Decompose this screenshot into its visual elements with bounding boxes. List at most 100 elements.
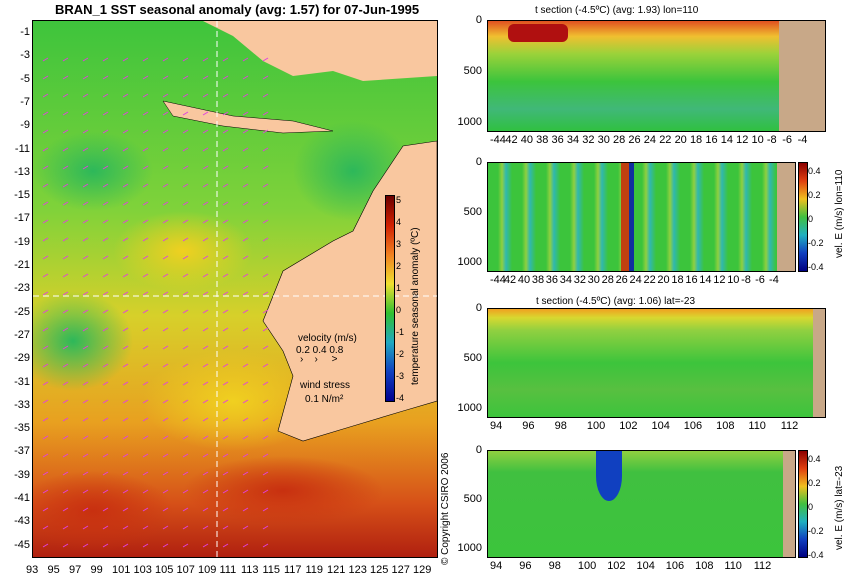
section-x-tick-label: 30: [597, 134, 610, 146]
depth-tick-label: 0: [475, 14, 482, 26]
section-x-tick-label: 112: [780, 420, 799, 432]
lat-tick-label: -45: [14, 538, 30, 551]
vel-colorbar-2: [798, 450, 808, 558]
lon-tick-label: 121: [327, 564, 346, 576]
depth-tick-label: 1000: [457, 542, 482, 554]
section-x-tick-label: 20: [657, 274, 670, 286]
section-x-tick-label: 100: [577, 560, 597, 572]
depth-tick-label: 0: [475, 444, 482, 456]
section-x-tick-label: 38: [531, 274, 545, 286]
section-x-tick-label: -4: [769, 274, 779, 286]
lon-tick-label: 111: [219, 564, 237, 576]
lat-tick-label: -33: [14, 398, 30, 411]
lon-tick-label: 115: [262, 564, 281, 576]
section-x-tick-label: 12: [713, 274, 726, 286]
land-indonesia: [93, 21, 437, 81]
sst-colorbar-tick: 4: [396, 217, 402, 227]
section-x-tick-label: 102: [619, 420, 638, 432]
section-x-tick-label: 14: [699, 274, 712, 286]
section-x-tick-label: 34: [559, 274, 572, 286]
sst-colorbar-tick: -1: [396, 327, 405, 337]
lat-tick-label: -21: [14, 259, 30, 271]
wind-legend-value: 0.1 N/m²: [305, 394, 344, 405]
lon-tick-label: 101: [112, 564, 131, 576]
section-x-tick-label: 112: [753, 560, 772, 572]
section-x-tick-label: 34: [566, 134, 580, 146]
section-x-tick-label: 18: [671, 274, 684, 286]
lat-tick-label: -43: [14, 515, 30, 528]
lat-tick-label: -37: [14, 445, 30, 458]
sst-colorbar-tick: 1: [396, 283, 402, 293]
section-x-tick-label: 10: [727, 274, 740, 286]
sst-anomaly-map: [32, 20, 438, 558]
section-x-tick-label: 16: [705, 134, 718, 146]
lat-tick-label: -3: [20, 49, 30, 62]
section-x-tick-label: 42: [505, 134, 518, 146]
lon-tick-label: 123: [348, 564, 367, 576]
lat-tick-label: -9: [20, 119, 30, 132]
lat-tick-label: -17: [14, 212, 30, 225]
vel-colorbar-1-label: vel. E (m/s) lon=110: [834, 169, 845, 258]
lat-tick-label: -27: [14, 328, 30, 341]
sst-colorbar-tick: -4: [396, 393, 405, 403]
vel-section-lat23: [487, 450, 796, 558]
section-x-tick-label: 24: [629, 274, 642, 286]
section-x-tick-label: 106: [683, 420, 703, 432]
map-graphic: [33, 21, 437, 557]
section-x-tick-label: 110: [748, 420, 766, 432]
section-x-tick-label: 40: [517, 274, 531, 286]
section-x-tick-label: 10: [751, 134, 764, 146]
sst-colorbar-tick: 3: [396, 239, 402, 249]
section-x-tick-label: 28: [601, 274, 614, 286]
land-java: [162, 100, 334, 134]
sst-colorbar-tick: 2: [396, 261, 402, 271]
lat-tick-label: -1: [20, 26, 30, 38]
lon-tick-label: 119: [305, 564, 324, 576]
lon-tick-label: 113: [241, 564, 259, 576]
lat-tick-label: -19: [14, 235, 30, 248]
vel-colorbar-tick: 0.2: [808, 478, 821, 488]
section-x-tick-label: 36: [551, 134, 564, 146]
section-x-tick-label: 36: [545, 274, 559, 286]
section-x-tick-label: 42: [503, 274, 517, 286]
lat-tick-label: -31: [14, 375, 30, 388]
depth-tick-label: 500: [463, 65, 482, 77]
depth-tick-label: 0: [475, 156, 482, 168]
lat-tick-label: -39: [14, 468, 30, 481]
lon-tick-label: 93: [26, 564, 39, 576]
lon-tick-label: 103: [133, 564, 152, 576]
section-x-tick-label: 32: [582, 134, 595, 146]
lon-tick-label: 129: [413, 564, 432, 576]
section-x-tick-label: 18: [689, 134, 703, 146]
depth-tick-label: 500: [463, 206, 482, 218]
section-x-tick-label: 28: [613, 134, 626, 146]
vel-colorbar-tick: 0: [808, 214, 814, 224]
sst-colorbar-tick: -3: [396, 371, 405, 381]
lon-tick-label: 99: [90, 564, 103, 576]
lon-tick-label: 117: [284, 564, 302, 576]
section-x-tick-label: 102: [607, 560, 626, 572]
section-x-tick-label: 94: [490, 420, 503, 432]
lat-tick-label: -13: [14, 165, 30, 178]
lon-tick-label: 127: [391, 564, 410, 576]
section-x-tick-label: 16: [685, 274, 698, 286]
anomaly-eddies: [33, 121, 413, 551]
vel-colorbar-tick: -0.2: [808, 526, 824, 536]
section-x-tick-label: 30: [587, 274, 600, 286]
section-x-tick-label: 24: [643, 134, 657, 146]
section-x-tick-label: 106: [665, 560, 685, 572]
section-x-tick-label: 104: [651, 420, 670, 432]
vel-colorbar-tick: 0.4: [808, 454, 821, 464]
lat-tick-label: -23: [14, 282, 30, 295]
section-x-tick-label: 96: [522, 420, 535, 432]
lon-tick-label: 109: [198, 564, 217, 576]
sst-colorbar-tick: 0: [396, 305, 402, 315]
lat-tick-label: -11: [14, 142, 30, 155]
velocity-legend-title: velocity (m/s): [298, 333, 357, 344]
depth-tick-label: 500: [463, 493, 482, 505]
lat-tick-label: -7: [20, 95, 30, 108]
velocity-legend-arrows: › › >: [300, 354, 338, 365]
vel-section-lon110: [487, 162, 796, 272]
section-x-tick-label: 32: [573, 274, 586, 286]
lat-tick-label: -41: [14, 492, 30, 504]
